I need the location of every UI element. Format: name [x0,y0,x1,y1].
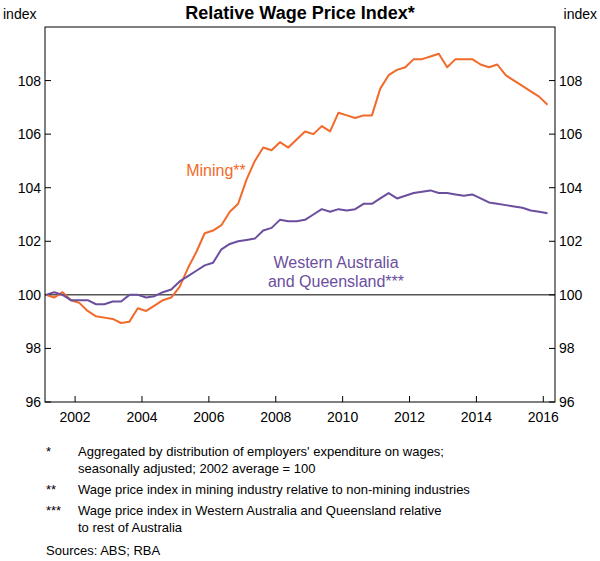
y-tick [45,348,51,349]
x-tick [342,396,343,402]
y2-tick [549,187,555,188]
x-tick-label: 2016 [528,409,559,425]
y2-tick-label: 102 [559,233,583,249]
note-text: Aggregated by distribution of employers'… [78,444,444,459]
series-label: Mining** [186,162,246,179]
y2-tick [549,134,555,135]
title: Relative Wage Price Index* [185,3,414,23]
y-tick [45,134,51,135]
y-tick-label: 102 [18,233,42,249]
y2-tick [549,80,555,81]
plot-area [46,54,548,323]
x-tick-label: 2014 [461,409,492,425]
y-tick-label: 108 [18,73,42,89]
series-label: Western Australia and Queensland*** [268,254,404,290]
series-line [46,190,548,304]
y2-tick [549,348,555,349]
y-tick [45,80,51,81]
x-tick-label: 2004 [126,409,157,425]
x-tick [141,396,142,402]
y-tick [45,187,51,188]
y-tick-label: 106 [18,126,42,142]
y-tick-label: 96 [25,394,41,410]
series-label-line: and Queensland*** [268,273,404,290]
y-tick-label: 100 [18,287,42,303]
y2-tick-label: 98 [559,340,575,356]
x-tick-label: 2012 [394,409,425,425]
x-tick [75,396,76,402]
note-text: seasonally adjusted; 2002 average = 100 [78,461,315,476]
y2-tick-label: 104 [559,180,583,196]
baseline [45,294,555,295]
chart-svg: Relative Wage Price Index* index index 96 96… [0,0,600,561]
note-marker: ** [46,482,56,497]
y2-tick-label: 100 [559,287,583,303]
x-tick [409,396,410,402]
x-tick [476,396,477,402]
x-tick [275,396,276,402]
y2-tick-label: 108 [559,73,583,89]
series-label-line: Western Australia [273,254,398,271]
note-text: Wage price index in mining industry rela… [78,482,470,497]
y-axis-label: index [3,6,36,22]
y2-tick [549,241,555,242]
source: Sources: ABS; RBA [46,543,160,558]
note-marker: * [46,444,51,459]
series-label-line: Mining** [186,162,246,179]
y-tick-label: 98 [25,340,41,356]
y-tick [45,241,51,242]
y2-tick-label: 96 [559,394,575,410]
y2-tick-label: 106 [559,126,583,142]
plot-frame [45,27,555,402]
y2-axis-label: index [564,6,597,22]
y-tick-label: 104 [18,180,42,196]
note-text: Wage price index in Western Australia an… [78,503,441,518]
x-tick-label: 2010 [327,409,358,425]
note-text: to rest of Australia [78,520,183,535]
x-tick-label: 2006 [193,409,224,425]
x-tick-label: 2002 [60,409,91,425]
chart-container: Relative Wage Price Index* index index 96 96… [0,0,600,561]
x-tick-label: 2008 [260,409,291,425]
series-line [46,54,548,323]
x-tick [543,396,544,402]
note-marker: *** [46,503,61,518]
x-tick [208,396,209,402]
